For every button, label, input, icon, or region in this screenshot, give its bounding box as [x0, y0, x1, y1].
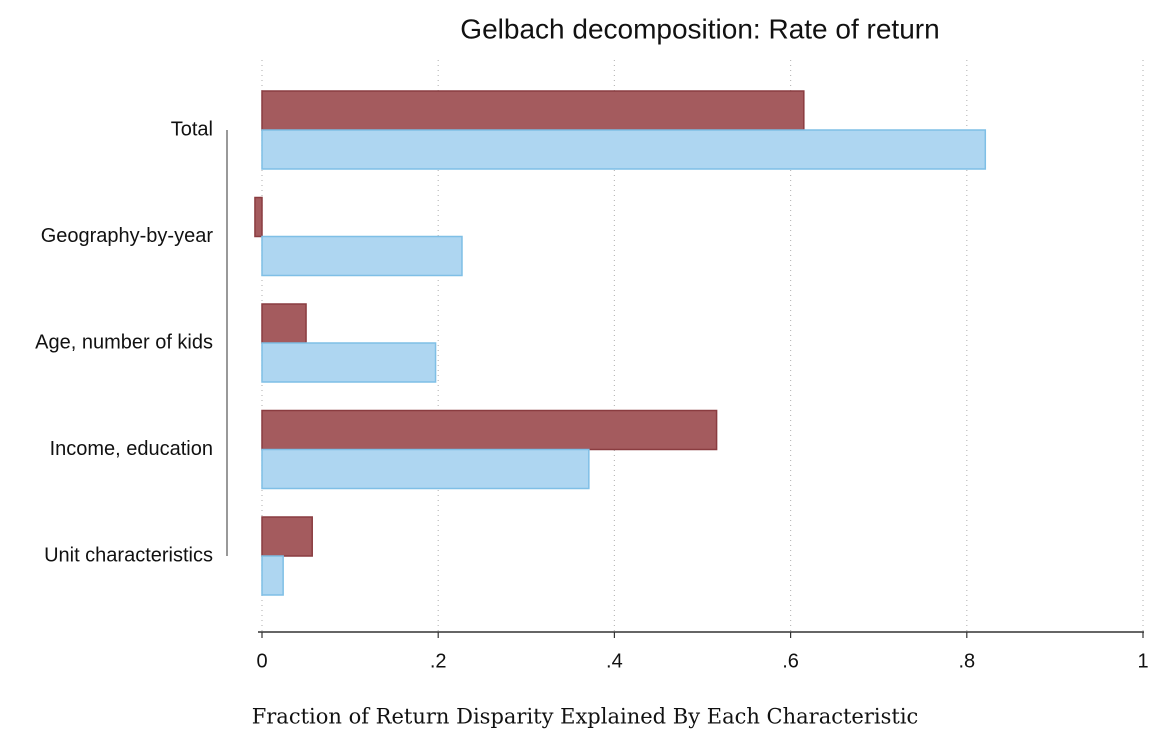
x-tick-label: .8: [958, 650, 975, 672]
bar: [261, 409, 718, 451]
bar: [261, 448, 590, 490]
y-tick-label: Age, number of kids: [35, 331, 213, 353]
bar: [261, 342, 437, 383]
x-tick-label: 1: [1137, 650, 1148, 672]
chart-title: Gelbach decomposition: Rate of return: [460, 13, 939, 44]
bar: [261, 516, 313, 557]
bar: [261, 303, 307, 344]
x-tick-label: .2: [430, 650, 447, 672]
y-tick-label: Total: [171, 118, 213, 140]
bar: [261, 90, 805, 131]
bar: [261, 129, 987, 170]
bar: [261, 555, 284, 596]
x-tick-label: .6: [782, 650, 799, 672]
y-tick-label: Unit characteristics: [44, 544, 213, 566]
x-axis-label: Fraction of Return Disparity Explained B…: [252, 705, 919, 729]
x-tick-label: 0: [256, 650, 267, 672]
y-tick-label: Geography-by-year: [41, 225, 214, 247]
bar: [261, 235, 463, 277]
bar: [254, 196, 263, 238]
y-tick-label: Income, education: [50, 438, 213, 460]
x-tick-label: .4: [606, 650, 623, 672]
